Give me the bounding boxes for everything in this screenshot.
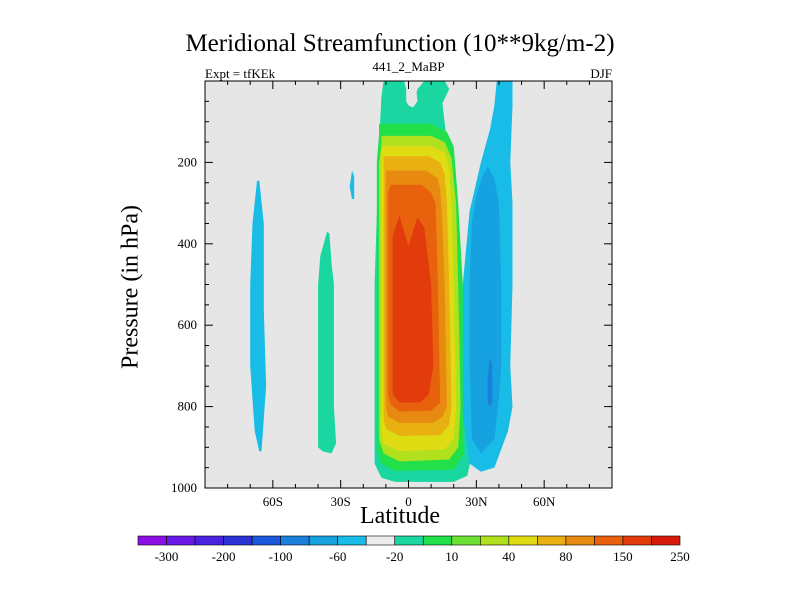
colorbar-swatch <box>508 535 538 546</box>
x-tick-label: 30N <box>465 494 488 509</box>
case-label: 441_2_MaBP <box>372 59 445 74</box>
contour-region-11 <box>250 180 267 452</box>
colorbar-swatch <box>451 535 481 546</box>
season-label: DJF <box>590 66 612 81</box>
y-tick-label: 1000 <box>171 480 197 495</box>
axes: 60S 30S 0 30N 60N 200 400 600 800 1000 <box>171 80 613 509</box>
colorbar-swatch <box>594 535 624 546</box>
experiment-label: Expt = tfKEk <box>205 66 276 81</box>
chart-title: Meridional Streamfunction (10**9kg/m-2) <box>185 30 615 57</box>
y-tick-label: 800 <box>178 399 198 414</box>
y-tick-label: 200 <box>178 154 198 169</box>
plot-area <box>205 81 612 488</box>
colorbar-swatch <box>651 535 681 546</box>
colorbar-label: -200 <box>212 549 236 564</box>
contour-region-9 <box>469 166 502 454</box>
colorbar-label: -60 <box>329 549 346 564</box>
x-axis-label: Latitude <box>360 503 440 529</box>
colorbar-label: 80 <box>559 549 572 564</box>
x-tick-label: 60S <box>263 494 283 509</box>
colorbar-swatch <box>365 535 396 546</box>
x-tick-label: 60N <box>533 494 556 509</box>
colorbar-swatch <box>537 535 567 546</box>
colorbar-label: -100 <box>269 549 293 564</box>
colorbar-label: -300 <box>155 549 179 564</box>
x-tick-label: 0 <box>405 494 412 509</box>
y-tick-label: 600 <box>178 317 198 332</box>
x-tick-label: 30S <box>331 494 351 509</box>
colorbar-swatch <box>337 535 367 546</box>
colorbar-swatch <box>394 535 424 546</box>
colorbar: -300 -200 -100 -60 -20 10 40 80 150 250 <box>137 535 690 564</box>
colorbar-label: 40 <box>502 549 515 564</box>
colorbar-label: 150 <box>613 549 633 564</box>
contour-region-14 <box>406 81 418 108</box>
colorbar-swatch <box>308 535 338 546</box>
contour-region-7 <box>392 215 434 403</box>
colorbar-label: -20 <box>386 549 403 564</box>
colorbar-swatch <box>166 535 196 546</box>
colorbar-swatch <box>194 535 224 546</box>
colorbar-label: 250 <box>670 549 690 564</box>
colorbar-swatch <box>280 535 310 546</box>
colorbar-swatch <box>251 535 281 546</box>
colorbar-swatch <box>480 535 510 546</box>
colorbar-swatch <box>223 535 253 546</box>
contour-region-12 <box>349 170 355 199</box>
colorbar-swatch <box>622 535 652 546</box>
colorbar-swatch <box>137 535 167 546</box>
contour-region-13 <box>318 231 337 454</box>
colorbar-label: 10 <box>445 549 458 564</box>
colorbar-swatch <box>422 535 453 546</box>
contour-region-10 <box>487 357 493 407</box>
colorbar-swatch <box>565 535 595 546</box>
y-tick-label: 400 <box>178 236 198 251</box>
